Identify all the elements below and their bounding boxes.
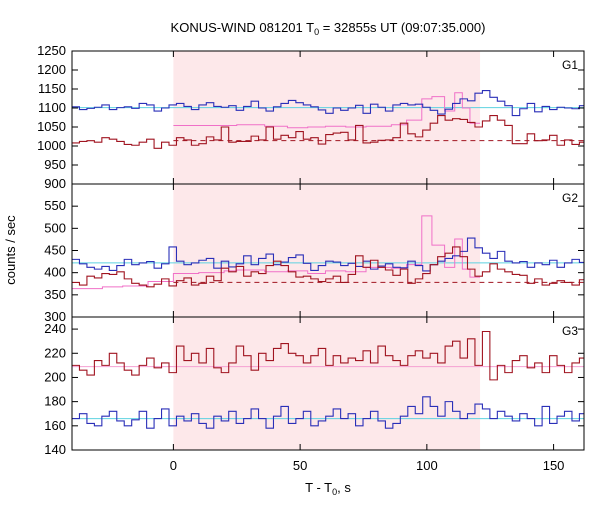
y-tick-label: 1050 <box>37 119 66 134</box>
series-blue-g2 <box>72 237 584 272</box>
x-tick-label: 50 <box>293 458 307 473</box>
series-darkred-g1 <box>72 115 584 149</box>
series-blue-g1 <box>72 89 584 117</box>
y-tick-label: 400 <box>44 265 66 280</box>
series-darkred-g2 <box>72 246 584 288</box>
model-step-line <box>173 92 481 129</box>
series-blue-g3 <box>72 396 584 429</box>
series-darkred-g3 <box>72 330 584 381</box>
highlight-region <box>173 317 481 450</box>
y-tick-label: 240 <box>44 321 66 336</box>
y-tick-label: 1000 <box>37 138 66 153</box>
y-tick-label: 140 <box>44 442 66 457</box>
y-tick-label: 180 <box>44 394 66 409</box>
panel-frame <box>71 316 585 451</box>
y-tick-label: 900 <box>44 176 66 191</box>
highlight-region <box>173 184 481 317</box>
y-tick-label: 300 <box>44 309 66 324</box>
panels-layer: 900950100010501100115012001250G130035040… <box>37 43 585 473</box>
panel-g3: 140 160 180 200 220 240 G3 <box>44 316 585 457</box>
panel-g2: 300 350 400 450 500 550 G2 <box>44 183 585 324</box>
x-tick-label: 100 <box>416 458 438 473</box>
y-tick-label: 1250 <box>37 43 66 58</box>
panel-tag-label: G2 <box>562 191 578 205</box>
panel-series <box>72 215 584 290</box>
panel-tag-label: G3 <box>562 324 578 338</box>
panel-series <box>72 89 584 149</box>
x-tick-label: 150 <box>543 458 565 473</box>
panel-g1: 900 950 1000 1050 1100 1150 1200 1250 G1 <box>37 43 585 191</box>
y-tick-label: 1200 <box>37 62 66 77</box>
chart-title: KONUS-WIND 081201 T0 = 32855s UT (09:07:… <box>171 20 486 37</box>
x-tick-label: 0 <box>170 458 177 473</box>
panel-series <box>72 330 584 429</box>
y-tick-label: 220 <box>44 345 66 360</box>
y-axis-label: counts / sec <box>3 215 18 285</box>
highlight-region <box>173 51 481 184</box>
y-tick-label: 350 <box>44 287 66 302</box>
panel-tag-label: G1 <box>562 58 578 72</box>
y-tick-label: 160 <box>44 418 66 433</box>
y-tick-label: 950 <box>44 157 66 172</box>
y-tick-label: 500 <box>44 220 66 235</box>
y-tick-label: 550 <box>44 198 66 213</box>
y-tick-label: 1100 <box>38 100 66 115</box>
y-tick-label: 200 <box>44 369 66 384</box>
y-tick-label: 1150 <box>38 81 66 96</box>
x-axis-label: T - T0, s <box>305 480 351 497</box>
y-tick-label: 450 <box>44 243 66 258</box>
